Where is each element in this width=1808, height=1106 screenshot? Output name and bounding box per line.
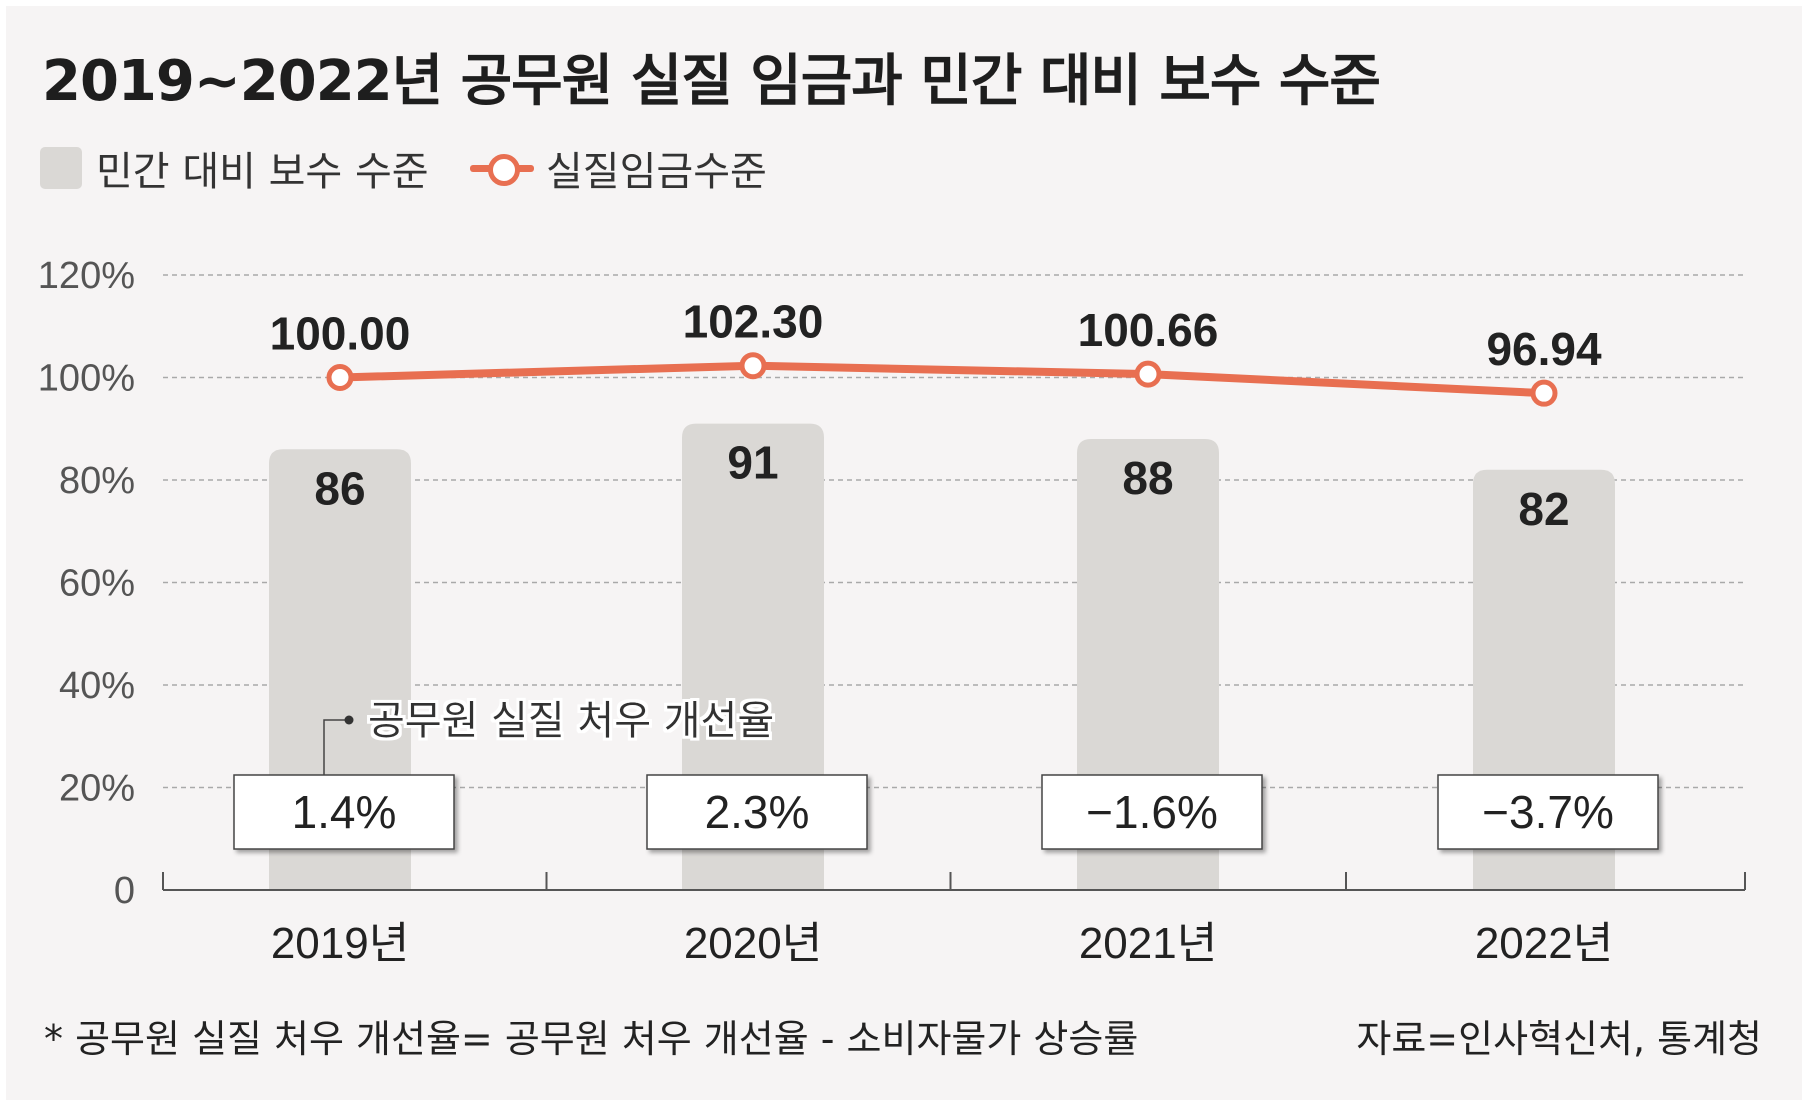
legend-item-bar: 민간 대비 보수 수준 [40, 140, 429, 196]
line-point [1530, 379, 1558, 407]
legend-item-line: 실질임금수준 [470, 140, 767, 196]
legend-line-label: 실질임금수준 [546, 149, 767, 195]
line-value-label: 100.66 [1078, 304, 1219, 356]
bar-value-label: 82 [1518, 483, 1569, 535]
line-series [336, 361, 1548, 398]
line-point [326, 364, 354, 391]
improvement-rate-label: −1.6% [1086, 786, 1218, 838]
source-note: 자료=인사혁신처, 통계청 [1356, 1017, 1762, 1061]
y-tick-label: 100% [38, 358, 135, 400]
improvement-rate-label: −3.7% [1482, 786, 1614, 838]
y-tick-label: 20% [59, 768, 135, 810]
chart-title: 2019~2022년 공무원 실질 임금과 민간 대비 보수 수준 [42, 49, 1381, 114]
y-tick-label: 40% [59, 665, 135, 707]
legend-bar-swatch [40, 147, 82, 189]
y-tick-label: 0 [114, 870, 135, 912]
improvement-rate-label: 1.4% [292, 786, 397, 838]
line-value-label: 100.00 [270, 308, 411, 360]
bar-value-label: 88 [1122, 452, 1173, 504]
improvement-rate-box [1437, 774, 1659, 850]
y-tick-label: 60% [59, 563, 135, 605]
improvement-rate-box [1041, 774, 1263, 850]
legend-line-swatch [470, 153, 534, 186]
bar-value-label: 91 [727, 437, 778, 489]
x-tick-label: 2020년 [684, 919, 822, 968]
line-value-label: 96.94 [1486, 323, 1602, 375]
line-value-label: 102.30 [683, 296, 824, 348]
y-tick-label: 120% [38, 255, 135, 297]
annotation-label: 공무원 실질 처우 개선율 [368, 698, 774, 744]
improvement-rate-label: 2.3% [705, 786, 810, 838]
footnote: * 공무원 실질 처우 개선율= 공무원 처우 개선율 - 소비자물가 상승률 [44, 1017, 1139, 1061]
x-tick-label: 2019년 [271, 919, 409, 968]
improvement-rate-box [233, 774, 455, 850]
legend-bar-label: 민간 대비 보수 수준 [96, 149, 429, 195]
bar [682, 423, 824, 890]
y-tick-label: 80% [59, 460, 135, 502]
x-tick-label: 2021년 [1079, 919, 1217, 968]
x-tick-label: 2022년 [1475, 919, 1613, 968]
improvement-rate-box [646, 774, 868, 850]
line-point [1134, 360, 1162, 388]
annotation-leader [323, 719, 347, 775]
line-point [739, 352, 767, 380]
bar-value-label: 86 [314, 462, 365, 514]
annotation-dot [344, 715, 354, 725]
